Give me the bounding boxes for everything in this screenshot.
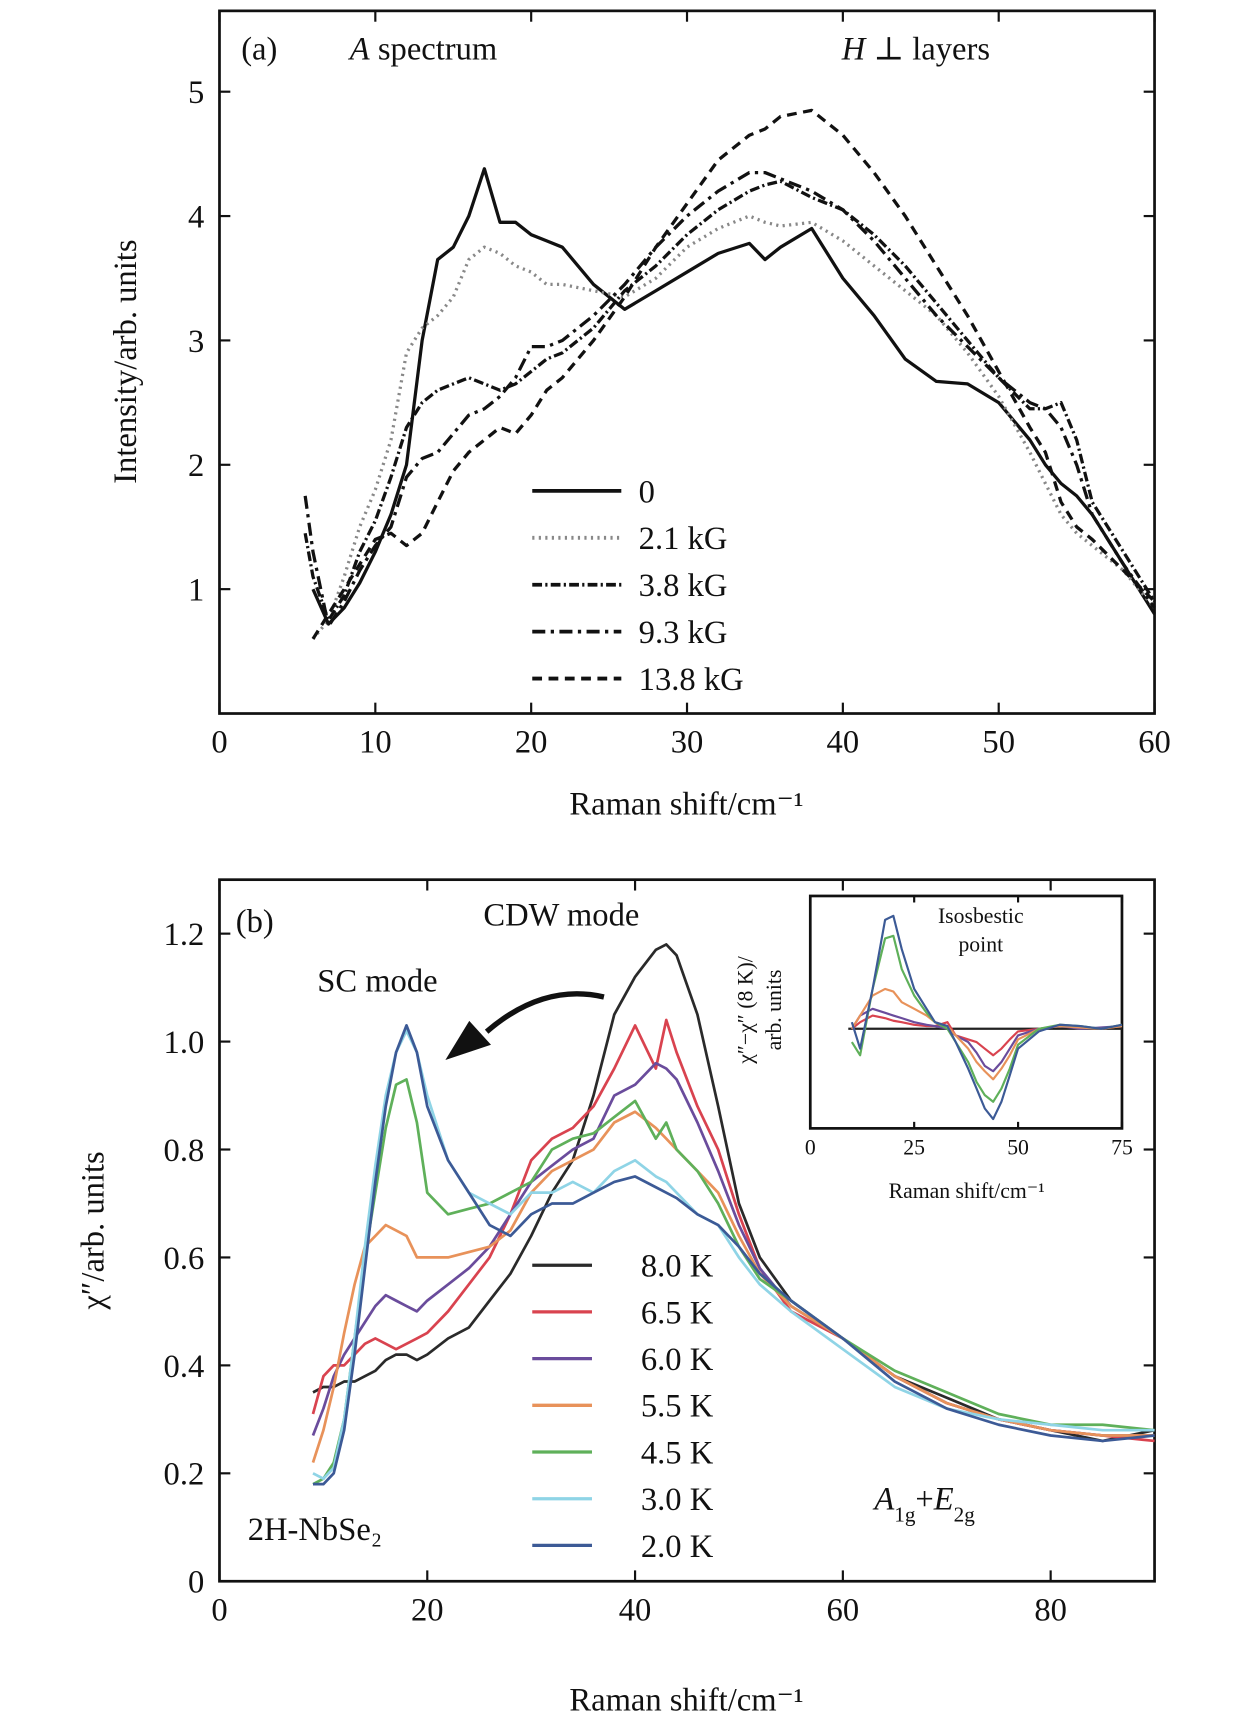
x-axis-label: Raman shift/cm⁻¹ — [569, 787, 803, 823]
annotation: Isosbestic — [938, 904, 1024, 928]
legend-label: 2.0 K — [641, 1529, 714, 1565]
legend-label: 0 — [639, 474, 655, 510]
y-tick-label: 1 — [188, 573, 204, 609]
annotation-part: H — [841, 32, 867, 68]
y-axis-label: χ″−χ″ (8 K)/ — [734, 955, 758, 1064]
legend-label: 2.1 kG — [639, 521, 728, 557]
series-line — [303, 170, 1156, 629]
legend-label: 6.0 K — [641, 1342, 714, 1378]
x-tick-label: 80 — [1034, 1592, 1067, 1628]
y-tick-label: 0.8 — [164, 1133, 205, 1169]
annotation: (a) — [241, 32, 277, 68]
y-tick-label: 0.2 — [164, 1457, 205, 1493]
y-tick-label: 0.4 — [164, 1349, 205, 1385]
x-tick-label: 75 — [1111, 1135, 1133, 1159]
x-tick-label: 0 — [211, 725, 227, 761]
legend-label: 3.8 kG — [639, 568, 728, 604]
legend-label: 4.5 K — [641, 1435, 714, 1471]
plot-frame — [808, 894, 1124, 1130]
x-tick-label: 60 — [1138, 725, 1171, 761]
annotation-part: spectrum — [370, 32, 498, 68]
x-tick-label: 25 — [903, 1135, 925, 1159]
annotation-part: 1g — [894, 1503, 916, 1527]
x-tick-label: 20 — [515, 725, 548, 761]
y-axis-label: Intensity/arb. units — [108, 239, 144, 483]
annotation: point — [958, 932, 1003, 956]
arrow — [484, 991, 605, 1034]
series-line — [311, 167, 1156, 626]
annotation-part: 2g — [954, 1503, 976, 1527]
x-tick-label: 60 — [827, 1592, 860, 1628]
y-tick-label: 5 — [188, 75, 204, 111]
annotation: A1g+E2g — [872, 1482, 975, 1527]
series-line — [850, 934, 1123, 1103]
series-line — [312, 1024, 1155, 1486]
legend-label: 13.8 kG — [639, 662, 744, 698]
annotation: 2H-NbSe₂ — [248, 1512, 382, 1548]
series-line — [850, 914, 1123, 1121]
series-line — [850, 987, 1123, 1081]
legend-label: 3.0 K — [641, 1482, 714, 1518]
plot-frame — [218, 9, 1156, 715]
x-tick-label: 40 — [827, 725, 860, 761]
series-line — [311, 1110, 1155, 1463]
series-line — [851, 1014, 1123, 1057]
y-tick-label: 3 — [188, 324, 204, 360]
annotation: SC mode — [317, 964, 437, 1000]
annotation-part: A — [348, 32, 371, 68]
x-tick-label: 0 — [211, 1592, 227, 1628]
y-tick-label: 1.2 — [164, 917, 205, 953]
y-tick-label: 2 — [188, 448, 204, 484]
series-line — [311, 214, 1156, 640]
series-line — [311, 108, 1156, 640]
series-line — [312, 1029, 1155, 1481]
x-tick-label: 0 — [805, 1135, 816, 1159]
legend-label: 5.5 K — [641, 1389, 714, 1425]
arrow-head — [445, 1020, 491, 1060]
x-tick-label: 10 — [359, 725, 392, 761]
annotation-part: ⊥ layers — [865, 32, 990, 68]
legend-label: 6.5 K — [641, 1295, 714, 1331]
annotation-part: A — [872, 1482, 895, 1518]
series-line — [311, 1018, 1155, 1443]
annotation: (b) — [236, 904, 274, 940]
y-axis-label: arb. units — [762, 970, 786, 1051]
annotation: H ⊥ layers — [841, 32, 990, 68]
y-tick-label: 0 — [188, 1565, 204, 1601]
x-tick-label: 50 — [1007, 1135, 1029, 1159]
x-tick-label: 50 — [982, 725, 1015, 761]
series-line — [850, 1007, 1123, 1073]
x-tick-label: 40 — [619, 1592, 652, 1628]
x-axis-label: Raman shift/cm⁻¹ — [889, 1179, 1045, 1203]
series-line — [303, 179, 1156, 622]
y-tick-label: 1.0 — [164, 1025, 205, 1061]
x-tick-label: 20 — [411, 1592, 444, 1628]
legend-label: 8.0 K — [641, 1249, 714, 1285]
annotation: CDW mode — [483, 897, 639, 933]
y-axis-label: χ″/arb. units — [75, 1151, 111, 1310]
plot-frame — [218, 878, 1156, 1583]
annotation-part: + — [915, 1482, 933, 1518]
annotation-part: E — [933, 1482, 954, 1518]
x-tick-label: 30 — [671, 725, 704, 761]
y-tick-label: 0.6 — [164, 1241, 205, 1277]
annotation: A spectrum — [348, 32, 497, 68]
legend-label: 9.3 kG — [639, 615, 728, 651]
y-tick-label: 4 — [188, 199, 204, 235]
x-axis-label: Raman shift/cm⁻¹ — [569, 1682, 803, 1717]
